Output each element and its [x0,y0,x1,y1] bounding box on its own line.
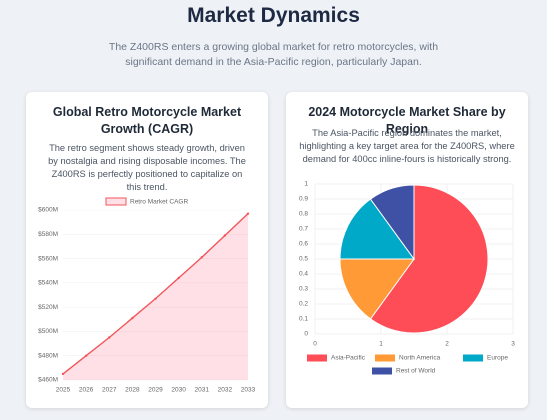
y-tick-label: $540M [38,280,58,287]
point [223,234,227,237]
legend-swatch [105,197,127,206]
y-tick-label: $520M [38,304,58,311]
y-tick-label: $460M [38,377,58,384]
area [63,213,248,380]
legend-label: North America [399,355,441,362]
x-tick-label: 2031 [195,387,210,394]
x-tick-label: 2027 [102,387,117,394]
x-tick-label: 0 [313,341,317,348]
legend-swatch [372,367,392,375]
chart-description: The Asia-Pacific region dominates the ma… [299,128,515,164]
point [177,276,180,280]
point [61,372,65,376]
y-tick-label: $480M [38,352,58,359]
chart-title: Global Retro Motorcycle Market Growth (C… [52,105,242,136]
legend-label: Europe [487,355,508,362]
y-tick-label: $500M [38,328,58,335]
chart-description: The retro segment shows steady growth, d… [48,143,246,192]
x-tick-label: 2025 [56,387,71,394]
x-tick-label: 2033 [241,387,256,394]
point [246,212,250,215]
y-tick-label: 0.8 [299,211,308,218]
point [154,297,157,300]
page-subtitle: The Z400RS enters a growing global marke… [108,41,439,68]
y-tick-label: 0.3 [299,286,308,293]
legend-label: Retro Market CAGR [130,199,188,206]
y-tick-label: $580M [38,231,58,238]
y-tick-label: 0 [304,331,308,338]
legend-label: Rest of World [396,368,436,375]
y-tick-label: 0.2 [299,301,308,308]
x-tick-label: 2028 [125,387,140,394]
y-tick-label: $600M [38,207,58,214]
y-tick-label: $560M [38,255,58,262]
chart-title: 2024 Motorcycle Market Share by Region [308,105,506,136]
x-tick-label: 2029 [148,387,163,394]
y-tick-label: 0.9 [299,196,308,203]
legend-swatch [463,354,483,362]
pie-slice [339,258,415,320]
card [26,92,268,408]
legend-label: Asia-Pacific [331,355,366,362]
page-title: Market Dynamics [187,4,360,27]
y-tick-label: 0.6 [299,241,308,248]
point [84,354,88,357]
y-tick-label: 0.5 [299,256,308,263]
point [108,336,111,339]
x-tick-label: 2030 [171,387,186,394]
pie-slice [369,184,489,334]
y-tick-label: 0.7 [299,226,308,233]
x-tick-label: 2032 [218,387,233,394]
x-tick-label: 3 [511,341,515,348]
pie-slice [339,198,415,260]
point [131,316,134,320]
y-tick-label: 0.4 [299,271,308,278]
x-tick-label: 1 [379,341,383,348]
legend-swatch [307,354,327,362]
x-tick-label: 2026 [79,387,94,394]
y-tick-label: 0.1 [299,316,308,323]
legend-swatch [375,354,395,362]
x-tick-label: 2 [445,341,449,348]
point [200,256,203,259]
y-tick-label: 1 [304,181,308,188]
pie-slice [369,184,415,261]
